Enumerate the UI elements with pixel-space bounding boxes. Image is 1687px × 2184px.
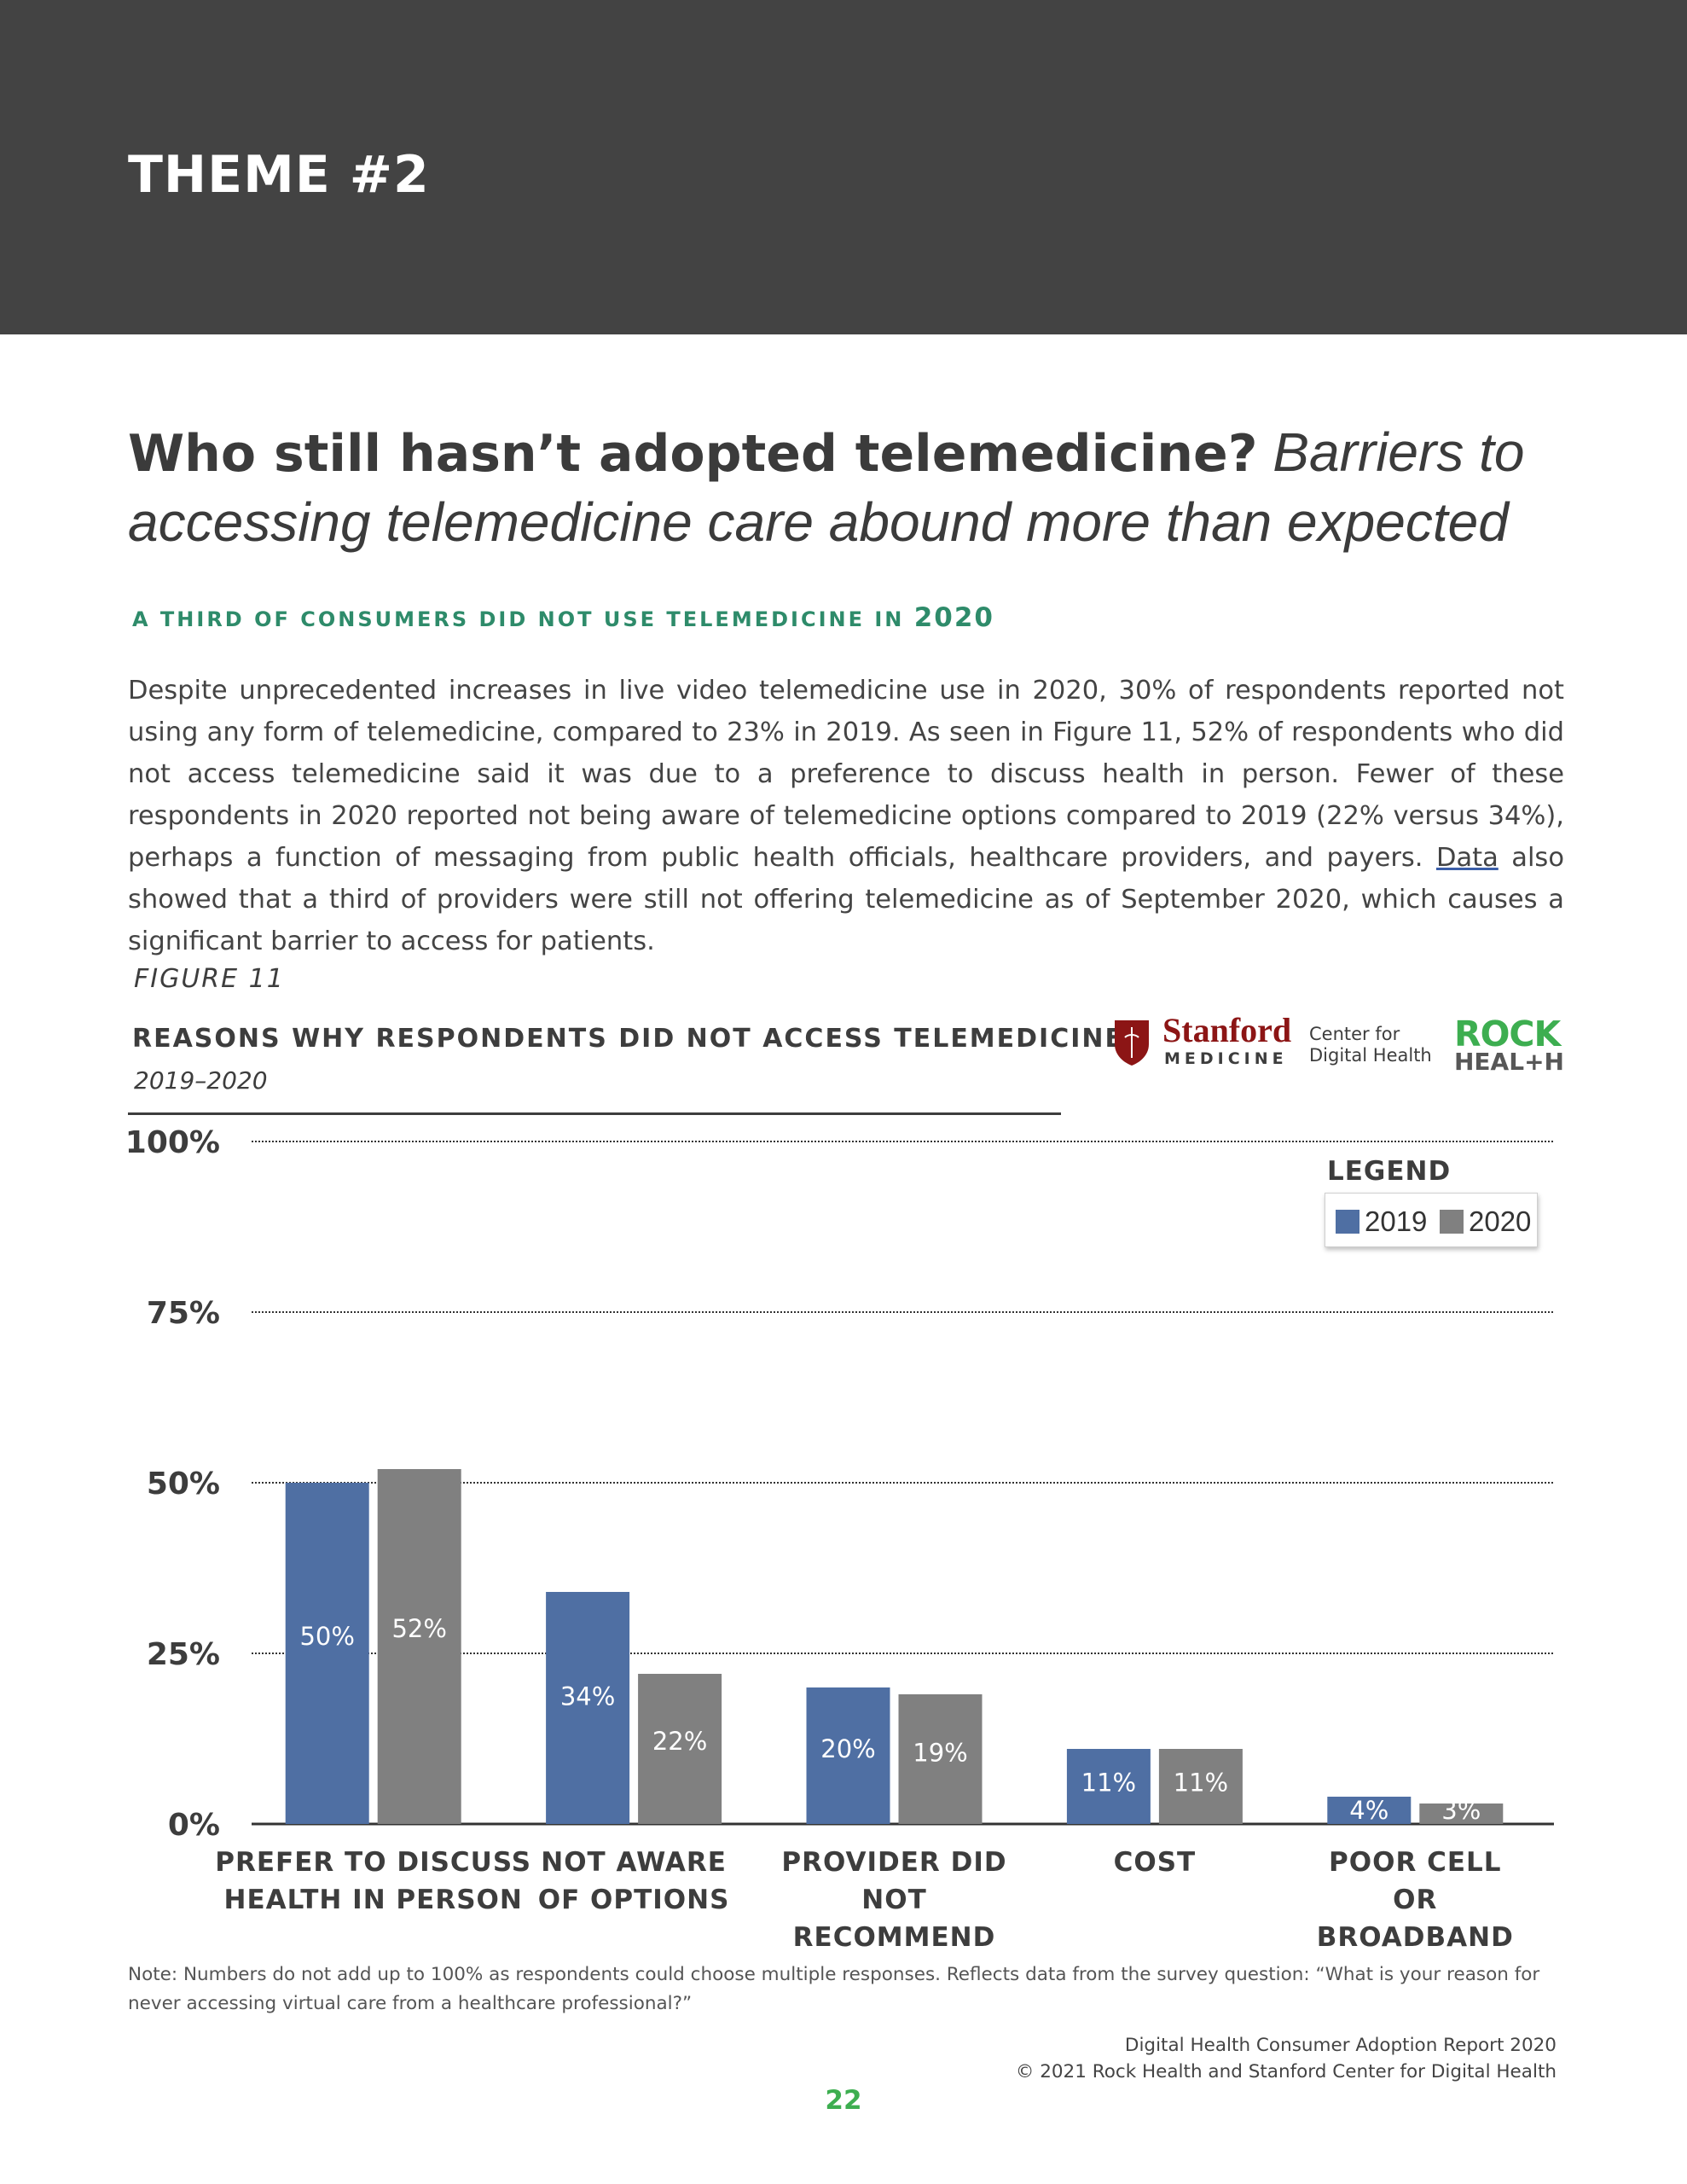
center-digital-health-logo: Center for Digital Health [1309,1024,1432,1066]
category-label: COST [1114,1847,1197,1878]
y-tick-label: 100% [125,1125,220,1160]
data-label: 3% [1441,1796,1481,1825]
rock-health-logo-health: HEAL+H [1454,1048,1564,1076]
chart-subtitle: 2019–2020 [134,1066,268,1095]
y-tick-label: 50% [147,1467,220,1502]
theme-banner: THEME #2 [0,0,1687,334]
data-label: 22% [652,1727,707,1756]
category-label: BROADBAND [1317,1922,1514,1953]
cdh-line-1: Center for [1309,1024,1400,1044]
legend-label-2020: 2020 [1469,1205,1532,1237]
category-label: POOR CELL [1329,1847,1502,1878]
legend-item-2020: 2020 [1440,1205,1531,1238]
cdh-line-2: Digital Health [1309,1045,1432,1066]
title-divider [128,1112,1061,1115]
body-text-before: Despite unprecedented increases in live … [128,676,1564,873]
section-subhead: A THIRD OF CONSUMERS DID NOT USE TELEMED… [132,602,994,633]
stanford-wordmark: Stanford [1162,1011,1292,1049]
stanford-shield-icon [1115,1020,1149,1066]
theme-title: THEME #2 [128,145,430,205]
bar-2019 [806,1687,890,1824]
footer-report-title: Digital Health Consumer Adoption Report … [1124,2035,1557,2056]
bar-2020 [1419,1804,1504,1824]
medicine-wordmark: MEDICINE [1164,1049,1288,1068]
data-label: 20% [820,1734,875,1763]
partner-logos: Stanford MEDICINE Center for Digital Hea… [1113,1011,1564,1076]
chart-title: REASONS WHY RESPONDENTS DID NOT ACCESS T… [132,1024,1125,1054]
rock-health-logo-rock: ROCK [1454,1014,1561,1054]
data-label: 19% [913,1738,967,1767]
legend-title: LEGEND [1327,1156,1452,1187]
figure-note: Note: Numbers do not add up to 100% as r… [128,1964,1540,2014]
chart-legend: 2019 2020 [1325,1193,1538,1247]
category-label: HEALTH IN PERSON [224,1885,523,1915]
bar-2019 [1066,1749,1151,1824]
body-text-after: also showed that a third of providers we… [128,843,1564,956]
category-label: PREFER TO DISCUSS [215,1847,531,1878]
legend-item-2019: 2019 [1336,1205,1427,1238]
page-footer: Digital Health Consumer Adoption Report … [1016,2032,1557,2085]
y-tick-label: 25% [147,1637,220,1672]
category-label: OF OPTIONS [538,1885,730,1915]
y-tick-label: 75% [147,1296,220,1331]
category-label: OR [1393,1885,1437,1915]
page-headline: Who still hasn’t adopted telemedicine? B… [128,418,1578,556]
legend-label-2019: 2019 [1365,1205,1428,1237]
data-label: 4% [1349,1796,1388,1825]
category-label: RECOMMEND [793,1922,996,1953]
data-label: 34% [560,1682,615,1711]
bar-2020 [1158,1749,1243,1824]
data-link[interactable]: Data [1435,843,1499,873]
headline-italic-2: accessing telemedicine care abound more … [128,491,1509,553]
data-label: 50% [299,1622,354,1651]
legend-swatch-2020 [1440,1210,1464,1234]
figure-label: FIGURE 11 [134,964,285,994]
bar-2019 [1327,1797,1412,1824]
data-label: 11% [1174,1769,1228,1798]
category-label: NOT AWARE [541,1847,727,1878]
data-label: 11% [1081,1769,1136,1798]
data-label: 52% [391,1614,446,1643]
page-number: 22 [825,2085,862,2116]
category-label: PROVIDER DID [781,1847,1006,1878]
footer-copyright: © 2021 Rock Health and Stanford Center f… [1015,2061,1557,2082]
headline-italic-1: Barriers to [1272,421,1525,483]
subhead-text: A THIRD OF CONSUMERS DID NOT USE TELEMED… [132,607,905,631]
bar-2019 [285,1483,369,1824]
bar-2020 [377,1469,461,1824]
headline-bold: Who still hasn’t adopted telemedicine? [128,424,1258,484]
bar-2020 [638,1674,722,1824]
category-label: NOT [861,1885,926,1915]
y-tick-label: 0% [168,1808,220,1843]
bar-2020 [898,1694,983,1824]
body-paragraph: Despite unprecedented increases in live … [128,670,1564,962]
bar-2019 [546,1592,630,1824]
legend-swatch-2019 [1336,1210,1359,1234]
subhead-year: 2020 [913,602,994,633]
